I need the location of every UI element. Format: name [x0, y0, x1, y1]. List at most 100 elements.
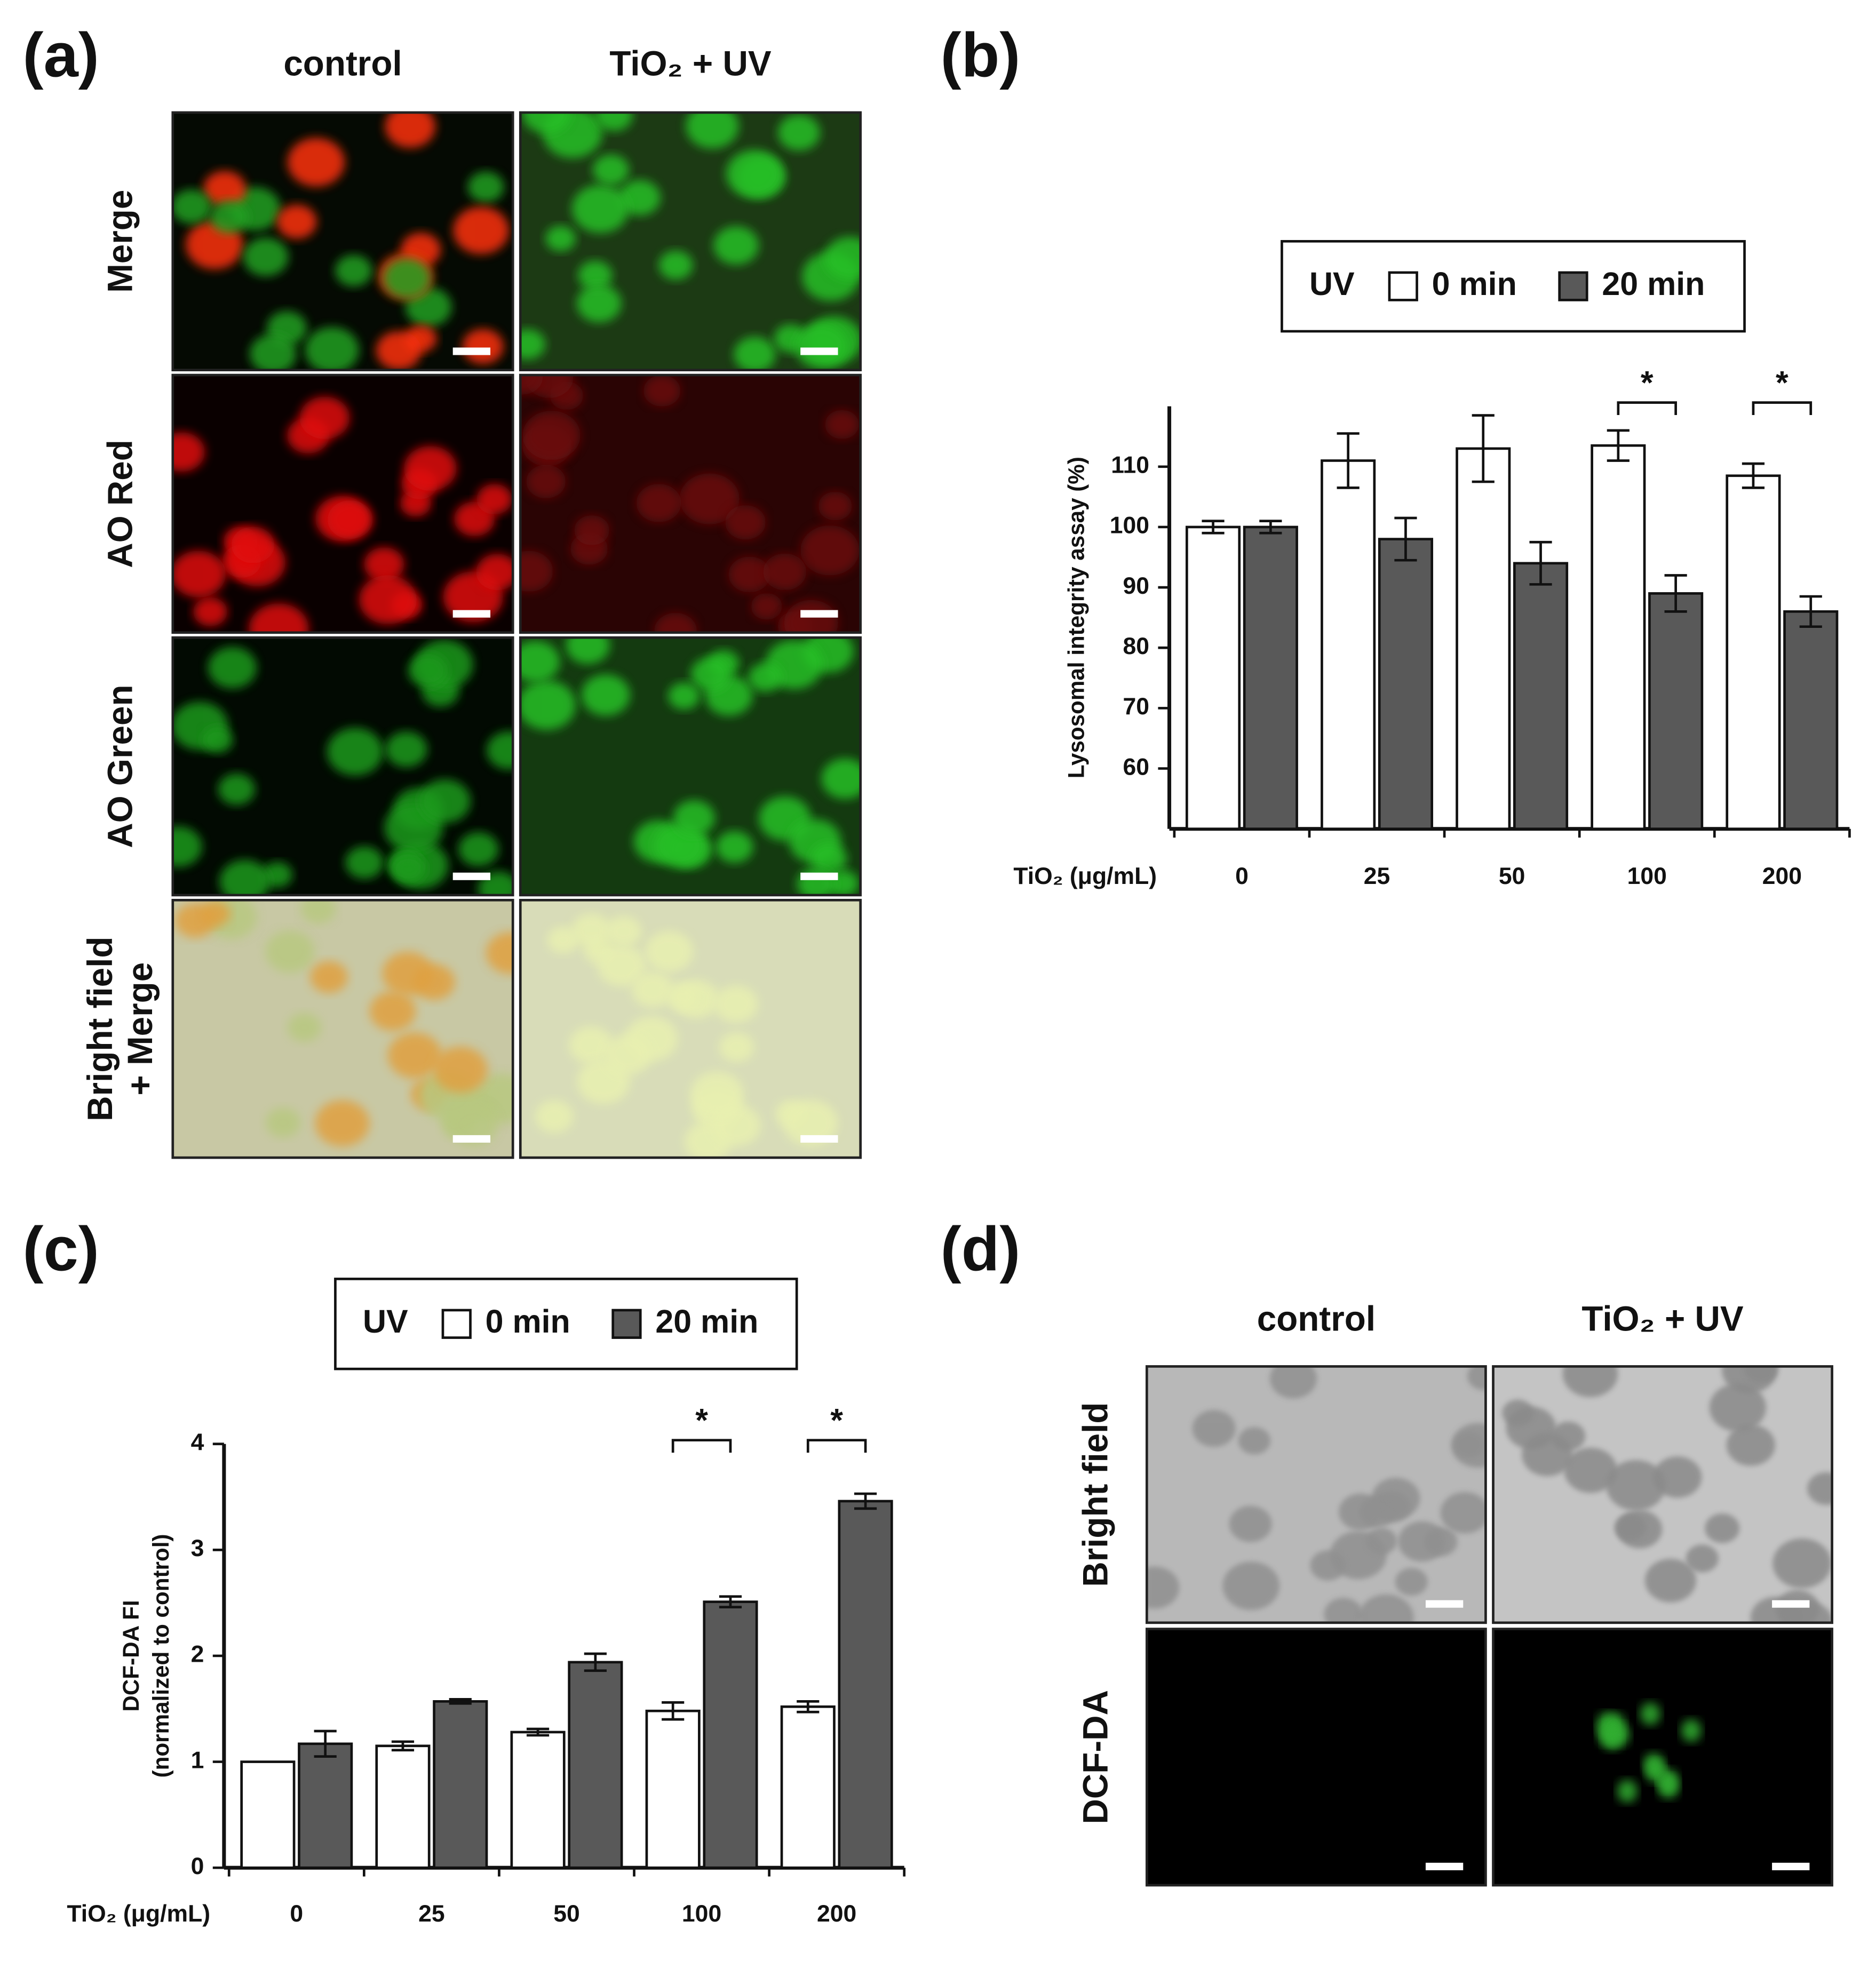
image-border	[1492, 1365, 1833, 1624]
cell	[725, 505, 766, 540]
cell	[535, 1100, 574, 1133]
cell	[714, 985, 758, 1023]
cell	[547, 926, 579, 954]
y-tick-label: 80	[1123, 633, 1150, 659]
significance-label: *	[830, 1402, 843, 1438]
cell	[1222, 1561, 1280, 1611]
image-border	[1146, 1365, 1487, 1624]
cell	[172, 189, 212, 224]
cell	[571, 913, 611, 948]
micrograph-content	[172, 637, 513, 895]
cell	[690, 1071, 744, 1117]
micrograph-content	[520, 112, 861, 370]
cell	[335, 254, 372, 286]
cell	[265, 1107, 301, 1138]
cell	[1172, 1638, 1204, 1665]
cell	[476, 554, 513, 591]
image-bg	[1147, 1366, 1486, 1623]
bar	[568, 1661, 623, 1869]
image-border	[1146, 1628, 1487, 1887]
cell	[243, 237, 289, 276]
cell	[327, 728, 384, 776]
y-tick-label: 90	[1123, 573, 1150, 599]
cell	[716, 831, 753, 863]
cell	[520, 551, 553, 592]
cell	[1614, 1514, 1647, 1541]
cell	[1310, 1550, 1346, 1581]
panel-label: (a)	[23, 20, 99, 90]
cell	[1242, 1856, 1294, 1885]
micrograph-content	[172, 375, 513, 633]
y-tick-label: 3	[191, 1535, 204, 1561]
micrograph	[519, 898, 862, 1159]
legend-label: 0 min	[1432, 266, 1517, 302]
bar	[780, 1705, 836, 1869]
scale-bar	[1425, 1600, 1464, 1608]
legend-title: UV	[363, 1303, 408, 1340]
column-header: control	[1257, 1299, 1376, 1338]
row-label: Bright field	[1076, 1402, 1115, 1587]
cell	[1436, 1791, 1484, 1832]
cell	[748, 663, 782, 692]
cell	[1644, 1558, 1696, 1603]
cell	[219, 859, 271, 895]
cell	[1658, 1769, 1678, 1792]
cell	[795, 324, 848, 369]
micrograph-content	[520, 375, 861, 633]
cell	[595, 112, 633, 131]
image-border	[519, 373, 862, 634]
cell	[1303, 1644, 1340, 1676]
cell	[385, 731, 427, 768]
image-border	[171, 111, 514, 372]
cell	[800, 525, 860, 576]
micrograph-content	[172, 900, 513, 1158]
micrograph-content	[1147, 1366, 1486, 1623]
cell	[1440, 1492, 1486, 1534]
scale-bar	[452, 610, 491, 618]
y-axis-title: Lysosomal integrity assay (%)	[1064, 457, 1089, 778]
legend-swatch	[1388, 271, 1418, 301]
micrograph-content	[1147, 1629, 1486, 1885]
scale-bar	[800, 610, 838, 618]
cell	[1147, 1744, 1179, 1791]
cell	[453, 206, 510, 254]
cell	[1609, 1723, 1630, 1746]
scale-bar	[800, 347, 838, 355]
significance-label: *	[1641, 364, 1654, 401]
scale-bar	[800, 1135, 838, 1143]
cell	[208, 647, 257, 689]
cell	[1435, 1665, 1486, 1716]
legend-swatch	[611, 1309, 642, 1339]
cell	[458, 832, 499, 867]
cell	[1204, 1790, 1257, 1835]
y-tick-label: 70	[1123, 693, 1150, 720]
cell	[673, 800, 715, 836]
cell	[1229, 1505, 1272, 1542]
panel-label: (b)	[941, 20, 1021, 90]
micrograph	[171, 898, 514, 1159]
cell	[299, 396, 350, 439]
legend-swatch	[441, 1309, 472, 1339]
bar	[1378, 538, 1434, 831]
column-header: TiO₂ + UV	[1581, 1299, 1743, 1338]
x-axis-title: TiO₂ (μg/mL)	[67, 1901, 210, 1927]
cell	[249, 603, 309, 633]
cell	[387, 1032, 442, 1079]
cell	[1400, 1629, 1458, 1659]
bar	[1321, 459, 1376, 831]
cell	[777, 114, 821, 151]
cell	[1192, 1410, 1236, 1447]
x-tick-label: 50	[553, 1901, 580, 1927]
column-header: control	[283, 44, 402, 83]
cell	[1269, 1366, 1317, 1399]
scale-bar	[1772, 1862, 1810, 1870]
cell	[193, 597, 227, 626]
cell	[369, 991, 416, 1031]
cell	[581, 674, 630, 716]
row-label: + Merge	[121, 962, 160, 1096]
cell	[218, 774, 255, 805]
image-border	[171, 373, 514, 634]
cell	[1562, 1366, 1618, 1398]
image-border	[519, 636, 862, 897]
